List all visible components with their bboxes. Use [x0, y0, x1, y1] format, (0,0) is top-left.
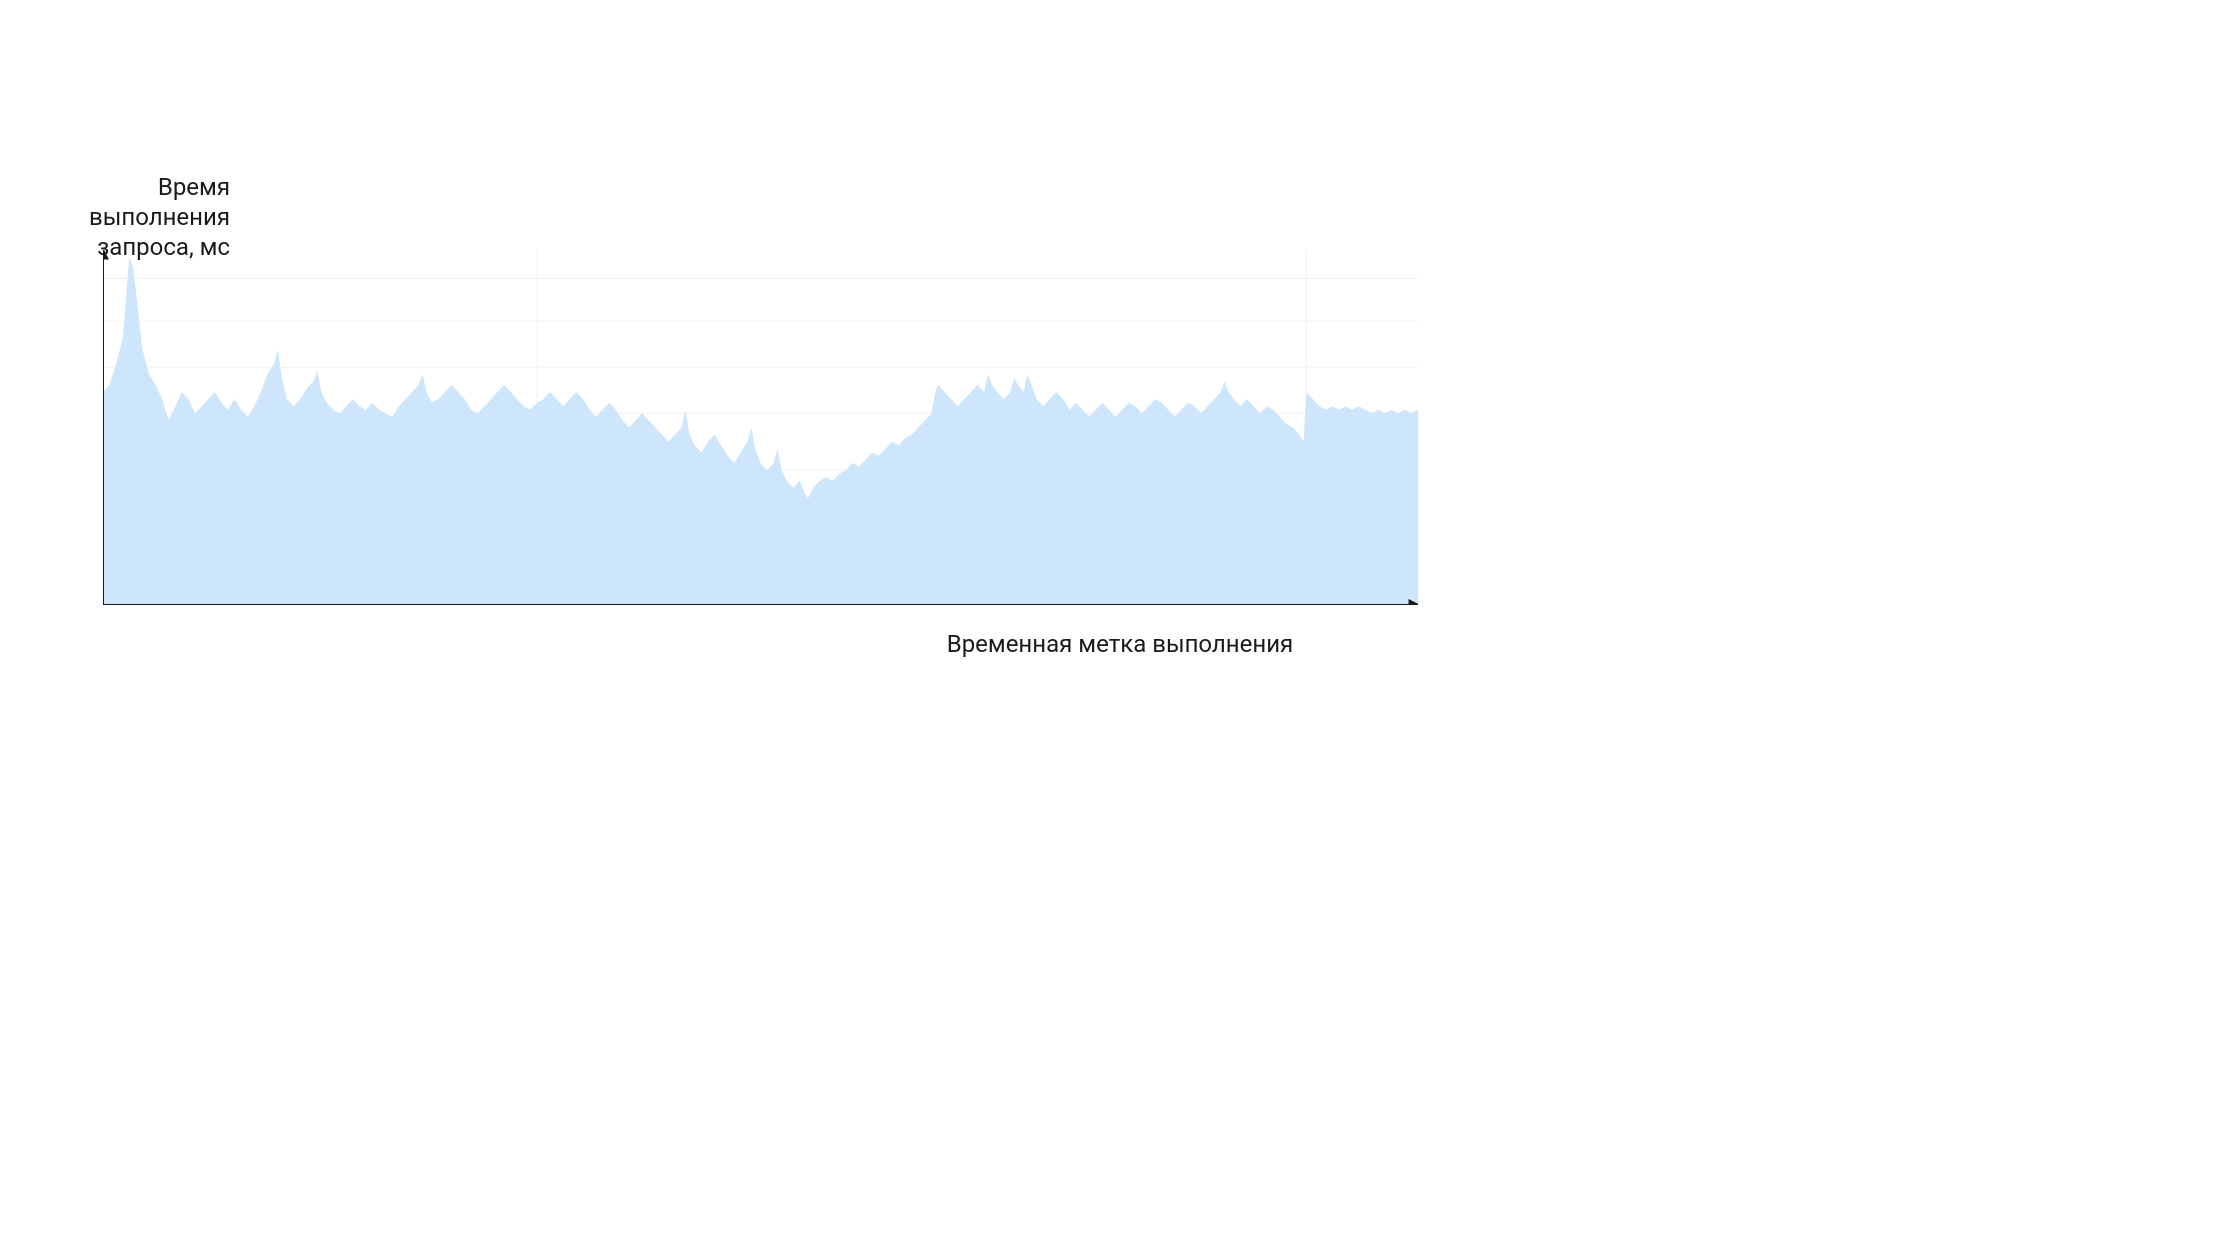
chart-svg: [103, 250, 1418, 605]
chart-root: Время выполнениязапроса, мс Временная ме…: [0, 0, 2240, 1260]
x-axis-label: Временная метка выполнения: [0, 630, 2240, 658]
chart-plot-area: [103, 250, 1418, 605]
y-axis-label: Время выполнениязапроса, мс: [40, 172, 230, 262]
